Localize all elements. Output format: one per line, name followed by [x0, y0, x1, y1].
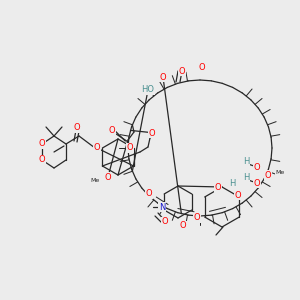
Text: H: H — [243, 158, 249, 166]
Text: O: O — [39, 155, 45, 164]
Text: O: O — [127, 143, 133, 152]
Text: O: O — [235, 190, 241, 200]
Text: O: O — [94, 143, 100, 152]
Text: O: O — [199, 64, 205, 73]
Text: HO: HO — [142, 85, 154, 94]
Text: H: H — [229, 178, 235, 188]
Text: O: O — [149, 128, 155, 137]
Text: O: O — [39, 140, 45, 148]
Text: O: O — [215, 184, 221, 193]
Text: O: O — [162, 218, 168, 226]
Text: O: O — [194, 214, 200, 223]
Text: Me: Me — [91, 178, 100, 182]
Text: O: O — [179, 67, 185, 76]
Text: O: O — [105, 172, 111, 182]
Text: O: O — [160, 73, 166, 82]
Text: O: O — [146, 190, 152, 199]
Text: H: H — [243, 173, 249, 182]
Text: O: O — [254, 178, 260, 188]
Text: O: O — [265, 170, 271, 179]
Text: O: O — [74, 124, 80, 133]
Text: N: N — [159, 202, 165, 211]
Text: O: O — [254, 163, 260, 172]
Text: O: O — [180, 221, 186, 230]
Text: O: O — [109, 126, 116, 135]
Text: Me: Me — [275, 169, 284, 175]
